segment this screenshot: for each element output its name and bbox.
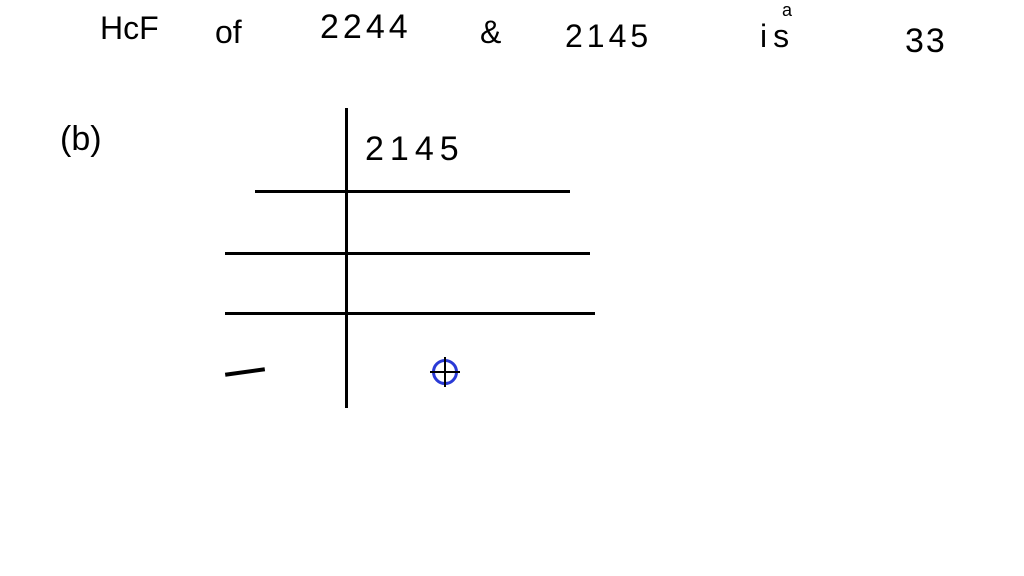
topline-token-amp: & — [480, 14, 501, 51]
cursor-cross-v — [444, 357, 446, 387]
topline-token-2145: 2145 — [565, 18, 652, 55]
division-hline-2 — [225, 252, 590, 255]
topline-token-of: of — [215, 14, 242, 51]
division-vertical-line — [345, 108, 348, 408]
division-hline-1 — [255, 190, 570, 193]
topline-token-2244: 2244 — [320, 8, 412, 47]
whiteboard-canvas: HcF of 2244 & 2145 a is 33 (b) 2145 — [0, 0, 1024, 576]
division-dividend: 2145 — [365, 130, 465, 169]
topline-token-33: 33 — [905, 22, 947, 61]
topline-token-hcf: HcF — [100, 10, 159, 47]
topline-token-is: is — [760, 18, 795, 55]
part-label-b: (b) — [60, 120, 102, 159]
division-hline-3 — [225, 312, 595, 315]
division-dash — [225, 367, 265, 377]
